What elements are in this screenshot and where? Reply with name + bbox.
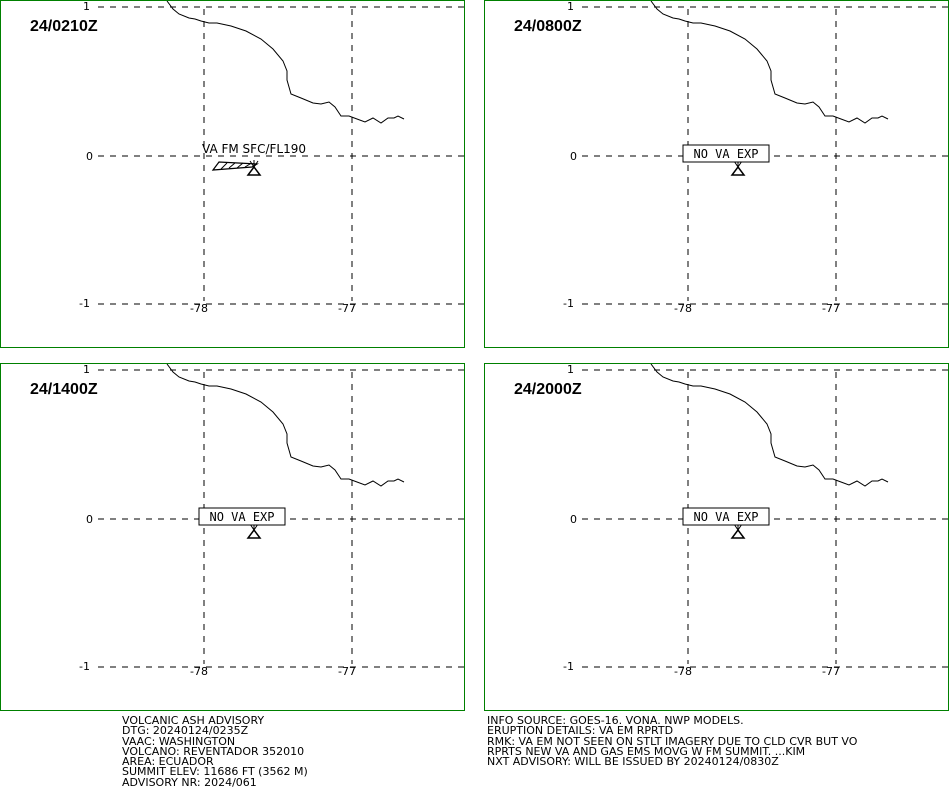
- coastline: [650, 1, 889, 124]
- advisory-line: NXT ADVISORY: WILL BE ISSUED BY 20240124…: [487, 755, 779, 769]
- panel-valid-time: 24/1400Z: [30, 381, 98, 398]
- lat-tick-label: 0: [570, 513, 577, 526]
- lon-tick-label: -77: [822, 302, 840, 315]
- lat-tick-label: 0: [570, 150, 577, 163]
- lon-tick-label: -78: [674, 302, 692, 315]
- advisory-line: VAAC: WASHINGTON: [122, 734, 236, 748]
- advisory-line: VOLCANIC ASH ADVISORY: [122, 714, 265, 727]
- svg-text:NO VA EXP: NO VA EXP: [693, 510, 758, 524]
- advisory-header-text: VOLCANIC ASH ADVISORY DTG: 20240124/0235Z…: [122, 714, 308, 789]
- panel-valid-time: 24/0210Z: [30, 18, 98, 35]
- advisory-line: VOLCANO: REVENTADOR 352010: [122, 744, 305, 758]
- coastline: [166, 364, 405, 487]
- ash-cloud-polygon: [211, 161, 259, 171]
- coastline: [166, 1, 405, 124]
- lat-tick-label: 1: [83, 364, 90, 376]
- no-va-label: NO VA EXP: [682, 507, 770, 526]
- lat-tick-label: 0: [86, 150, 93, 163]
- advisory-line: ADVISORY NR: 2024/061: [122, 775, 257, 789]
- lon-tick-label: -78: [190, 302, 208, 315]
- map-canvas: 1 0 -1 -78 -77 NO VA EXP: [79, 364, 464, 678]
- lat-tick-label: -1: [79, 297, 90, 310]
- advisory-line: INFO SOURCE: GOES-16. VONA. NWP MODELS.: [487, 714, 744, 727]
- advisory-line: ERUPTION DETAILS: VA EM RPRTD: [487, 724, 674, 738]
- advisory-line: AREA: ECUADOR: [122, 755, 214, 769]
- advisory-details-text: INFO SOURCE: GOES-16. VONA. NWP MODELS. E…: [487, 714, 858, 769]
- ash-level-label: VA FM SFC/FL190: [202, 142, 306, 156]
- forecast-panel-4: 1 0 -1 -78 -77 NO VA EXP 24/2000Z: [484, 363, 949, 711]
- no-va-label: NO VA EXP: [682, 144, 770, 163]
- map-canvas: 1 0 -1 -78 -77 VA FM SFC/FL190: [79, 1, 464, 315]
- forecast-panel-1: 1 0 -1 -78 -77 VA FM SFC/FL190 24/0210Z: [0, 0, 465, 348]
- panel-valid-time: 24/0800Z: [514, 18, 582, 35]
- lat-tick-label: 0: [86, 513, 93, 526]
- lon-tick-label: -78: [190, 665, 208, 678]
- lon-tick-label: -77: [338, 665, 356, 678]
- advisory-line: RPRTS NEW VA AND GAS EMS MOVG W FM SUMMI…: [487, 744, 806, 758]
- lat-tick-label: 1: [567, 364, 574, 376]
- panel-valid-time: 24/2000Z: [514, 381, 582, 398]
- lon-tick-label: -77: [822, 665, 840, 678]
- advisory-line: DTG: 20240124/0235Z: [122, 724, 249, 738]
- lat-tick-label: -1: [79, 660, 90, 673]
- map-canvas: 1 0 -1 -78 -77 NO VA EXP: [563, 364, 948, 678]
- lat-tick-label: -1: [563, 660, 574, 673]
- advisory-line: SUMMIT ELEV: 11686 FT (3562 M): [122, 765, 308, 779]
- svg-text:NO VA EXP: NO VA EXP: [209, 510, 274, 524]
- forecast-panel-3: 1 0 -1 -78 -77 NO VA EXP 24/1400Z: [0, 363, 465, 711]
- lat-tick-label: 1: [567, 1, 574, 13]
- forecast-panel-2: 1 0 -1 -78 -77 NO VA EXP 24/0800Z: [484, 0, 949, 348]
- map-canvas: 1 0 -1 -78 -77 NO VA EXP: [563, 1, 948, 315]
- lat-tick-label: -1: [563, 297, 574, 310]
- coastline: [650, 364, 889, 487]
- lat-tick-label: 1: [83, 1, 90, 13]
- svg-text:NO VA EXP: NO VA EXP: [693, 147, 758, 161]
- advisory-line: RMK: VA EM NOT SEEN ON STLT IMAGERY DUE …: [487, 734, 858, 748]
- lon-tick-label: -77: [338, 302, 356, 315]
- lon-tick-label: -78: [674, 665, 692, 678]
- no-va-label: NO VA EXP: [198, 507, 286, 526]
